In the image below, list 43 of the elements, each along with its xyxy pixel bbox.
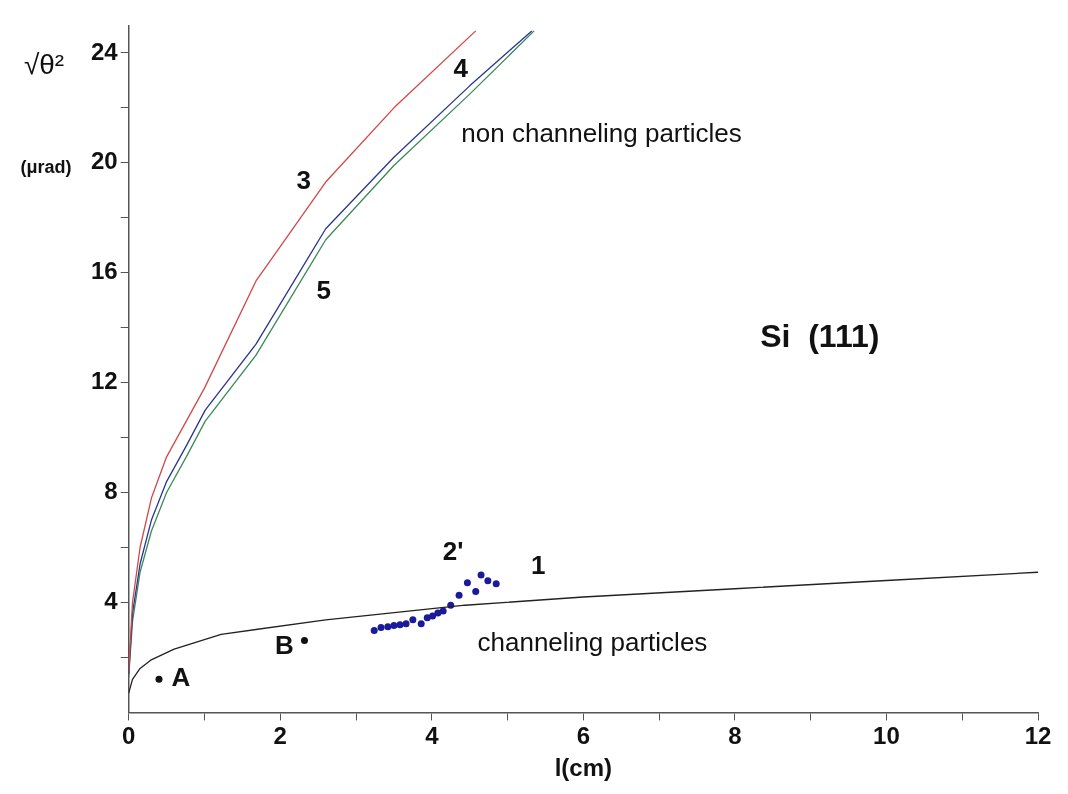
annotation: Si (111)	[760, 317, 880, 354]
point	[455, 591, 463, 599]
point	[370, 627, 378, 635]
x-tick-label: 6	[576, 722, 591, 750]
series-label: B	[275, 629, 294, 660]
x-axis-title: l(cm)	[554, 754, 613, 782]
point	[472, 587, 480, 595]
y-tick-label: 20	[90, 147, 118, 175]
x-tick-label: 8	[728, 722, 742, 750]
y-tick-label: 8	[104, 477, 118, 505]
x-tick-label: 2	[273, 722, 287, 750]
point	[463, 579, 471, 587]
point	[390, 622, 398, 630]
series-label: 1	[531, 550, 546, 581]
point	[477, 571, 485, 579]
x-tick-label: 10	[873, 722, 900, 750]
y-tick-label: 4	[104, 587, 119, 615]
point	[402, 620, 410, 628]
point	[439, 607, 447, 615]
point	[300, 636, 308, 644]
point	[484, 577, 492, 585]
x-tick-label: 12	[1024, 722, 1052, 750]
series-label: A	[171, 662, 191, 693]
annotation: non channeling particles	[461, 118, 742, 149]
series-label: 4	[453, 53, 469, 84]
annotation: channeling particles	[477, 626, 708, 657]
x-tick-label: 0	[122, 722, 136, 750]
point	[155, 675, 163, 683]
series-label: 3	[296, 165, 311, 196]
point	[409, 616, 417, 624]
series-label: 5	[316, 274, 331, 305]
point	[429, 612, 437, 620]
point	[417, 620, 425, 628]
y-tick-label: 16	[90, 257, 118, 285]
text: √θ² (μrad)	[20, 48, 72, 177]
x-tick-label: 4	[425, 722, 440, 750]
point	[377, 623, 385, 631]
series-label: 2'	[442, 536, 464, 567]
point	[492, 580, 500, 588]
point	[384, 623, 392, 631]
point	[396, 621, 404, 629]
y-tick-label: 12	[90, 367, 118, 395]
y-tick-label: 24	[90, 37, 119, 65]
